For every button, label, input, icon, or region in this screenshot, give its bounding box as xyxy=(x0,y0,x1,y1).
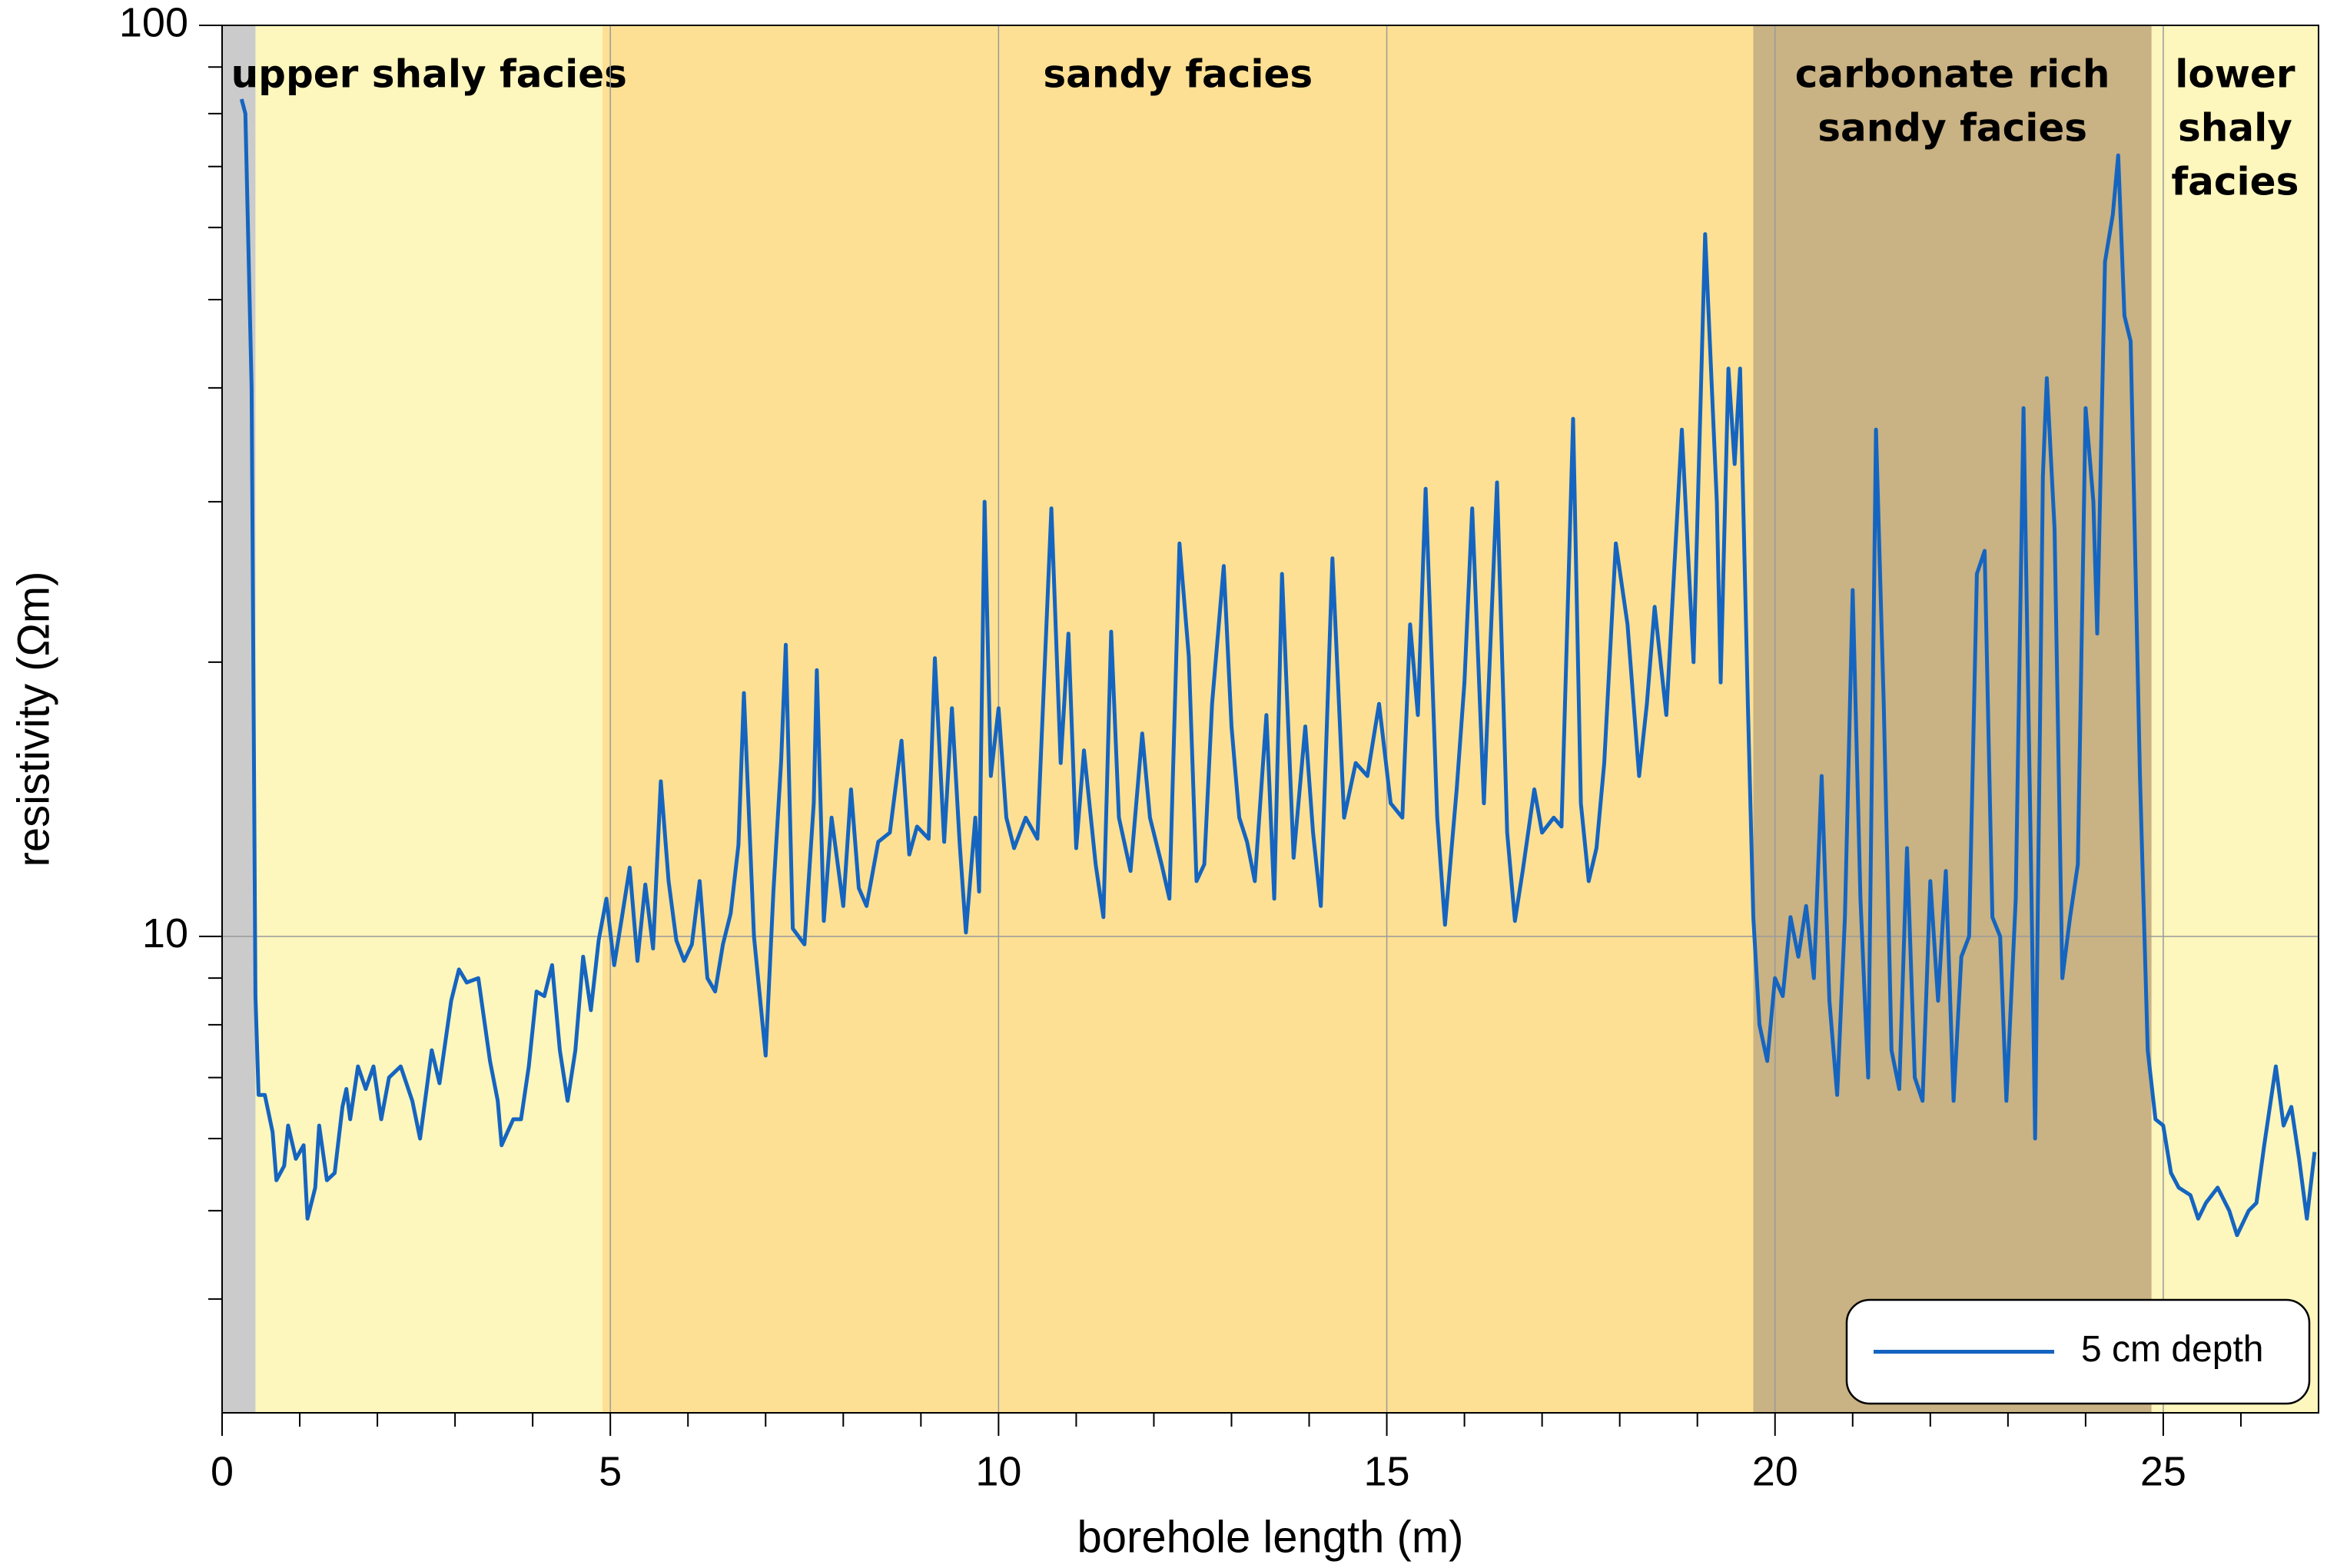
y-tick-label: 100 xyxy=(119,0,188,45)
x-tick-label: 0 xyxy=(211,1448,234,1494)
legend-label: 5 cm depth xyxy=(2081,1329,2263,1370)
y-tick-label: 10 xyxy=(142,910,188,956)
facies-band xyxy=(1753,25,2152,1413)
data-line xyxy=(239,98,2317,1238)
legend-box xyxy=(1845,1298,2311,1405)
band-label: carbonate rich xyxy=(1795,52,2110,97)
band-label: upper shaly facies xyxy=(231,52,627,97)
x-tick-label: 25 xyxy=(2140,1448,2186,1494)
x-tick-label: 20 xyxy=(1752,1448,1798,1494)
band-label: sandy facies xyxy=(1043,52,1313,97)
x-tick-label: 15 xyxy=(1364,1448,1410,1494)
x-tick-label: 10 xyxy=(975,1448,1021,1494)
legend: 5 cm depth xyxy=(1845,1298,2311,1405)
bands xyxy=(222,25,2319,1413)
plot-frame xyxy=(221,25,2319,1414)
x-axis-title: borehole length (m) xyxy=(1077,1512,1464,1562)
facies-band xyxy=(602,25,1754,1413)
band-label: sandy facies xyxy=(1817,106,2087,151)
y-axis-title: resistivity (Ωm) xyxy=(8,572,58,867)
band-label: shaly xyxy=(2178,106,2292,151)
x-tick-label: 5 xyxy=(599,1448,622,1494)
band-label: lower xyxy=(2175,52,2295,97)
facies-band xyxy=(2151,25,2319,1413)
facies-band xyxy=(222,25,256,1413)
band-label: facies xyxy=(2171,160,2299,204)
facies-band xyxy=(255,25,603,1413)
